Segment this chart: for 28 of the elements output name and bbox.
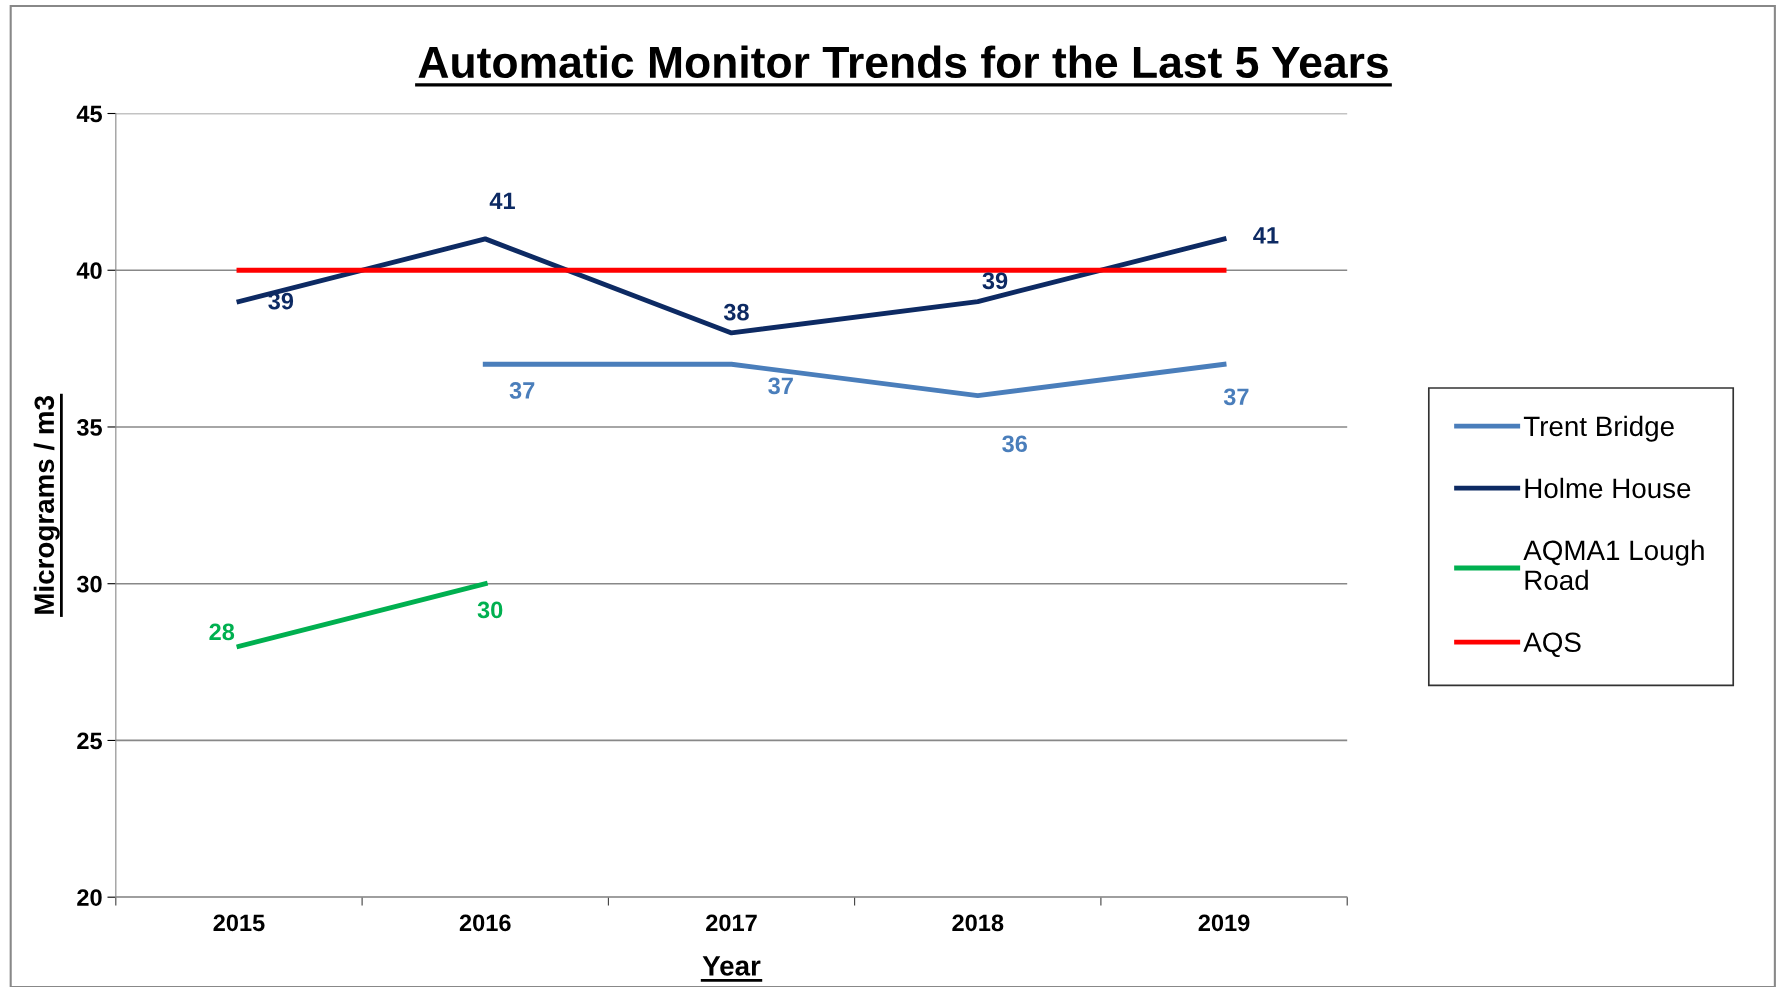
y-tick-label: 35 (76, 419, 102, 436)
x-axis-title: Year (702, 956, 761, 976)
data-label: 41 (1253, 227, 1279, 244)
legend-label: AQMA1 Lough Road (1523, 539, 1704, 591)
data-label: 28 (209, 623, 235, 641)
y-axis-title: Micrograms / m3 (33, 395, 60, 614)
y-tick-label: 30 (76, 575, 102, 593)
data-label: 37 (1223, 388, 1249, 406)
legend-label: AQS (1523, 632, 1581, 658)
y-tick-label: 25 (77, 732, 102, 750)
x-tick-label: 2015 (213, 914, 265, 932)
data-label: 36 (1002, 435, 1027, 453)
x-tick-label: 2017 (706, 914, 757, 932)
data-label: 41 (489, 192, 515, 209)
data-label: 37 (768, 377, 793, 395)
data-label: 37 (509, 382, 535, 399)
legend-label: Holme House (1525, 477, 1691, 499)
chart-title: Automatic Monitor Trends for the Last 5 Years (418, 45, 1388, 79)
y-tick-label: 20 (77, 889, 102, 906)
x-tick-label: 2018 (952, 914, 1004, 932)
x-tick-label: 2019 (1198, 914, 1250, 932)
x-tick-label: 2016 (459, 914, 511, 932)
data-label: 39 (982, 272, 1008, 290)
data-label: 38 (723, 303, 749, 321)
y-tick-label: 40 (76, 262, 102, 280)
legend-label: Trent Bridge (1523, 415, 1674, 442)
data-label: 30 (477, 601, 503, 619)
y-tick-label: 45 (76, 105, 102, 123)
